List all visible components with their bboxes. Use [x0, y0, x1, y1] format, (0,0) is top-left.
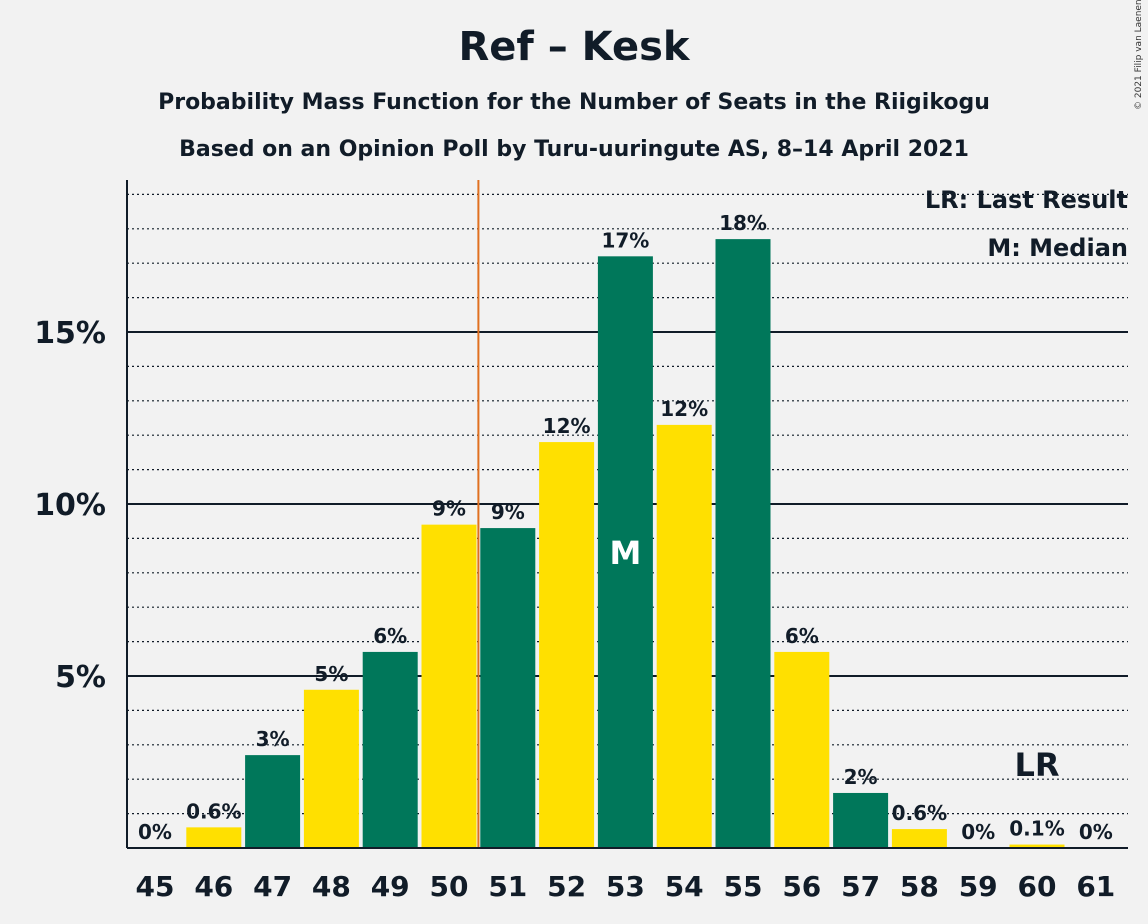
bar	[245, 755, 301, 848]
bar-value-label: 0%	[961, 820, 995, 844]
bar-value-label: 0.6%	[892, 801, 947, 825]
median-marker: M	[609, 534, 641, 572]
x-tick-label: 48	[312, 870, 351, 903]
bar	[186, 827, 242, 848]
legend-median: M: Median	[987, 234, 1128, 262]
x-tick-label: 57	[841, 870, 880, 903]
x-tick-label: 59	[959, 870, 998, 903]
x-tick-label: 56	[782, 870, 821, 903]
bar-value-label: 17%	[601, 228, 649, 252]
x-tick-label: 61	[1076, 870, 1115, 903]
x-tick-label: 58	[900, 870, 939, 903]
chart-title: Ref – Kesk	[458, 24, 690, 70]
bar-value-label: 12%	[543, 414, 591, 438]
x-tick-label: 47	[253, 870, 292, 903]
bar	[303, 689, 359, 848]
x-tick-label: 53	[606, 870, 645, 903]
bar-value-label: 12%	[660, 397, 708, 421]
bar	[362, 651, 418, 848]
bar-value-label: 6%	[785, 624, 819, 648]
x-tick-label: 46	[194, 870, 233, 903]
bar	[656, 424, 712, 848]
bar	[480, 528, 536, 848]
bar-value-label: 0%	[1079, 820, 1113, 844]
x-tick-label: 55	[724, 870, 763, 903]
bar	[539, 442, 595, 848]
bar-value-label: 0.1%	[1009, 817, 1064, 841]
bar-value-label: 9%	[432, 497, 466, 521]
y-tick-label: 5%	[55, 660, 106, 695]
x-tick-label: 54	[665, 870, 704, 903]
x-tick-label: 45	[136, 870, 175, 903]
bar	[891, 829, 947, 848]
bar	[715, 239, 771, 848]
chart-source: Based on an Opinion Poll by Turu-uuringu…	[179, 137, 969, 162]
bar-value-label: 18%	[719, 211, 767, 235]
bar-value-label: 0.6%	[186, 799, 241, 823]
legend-last-result: LR: Last Result	[924, 186, 1128, 214]
bar-value-label: 5%	[314, 662, 348, 686]
bar	[421, 524, 477, 848]
bar	[833, 792, 889, 848]
x-tick-label: 50	[430, 870, 469, 903]
x-tick-label: 49	[371, 870, 410, 903]
last-result-marker: LR	[1014, 746, 1059, 784]
x-tick-label: 51	[488, 870, 527, 903]
bar	[774, 651, 830, 848]
bar-value-label: 9%	[491, 500, 525, 524]
bar-value-label: 0%	[138, 820, 172, 844]
x-tick-label: 60	[1018, 870, 1057, 903]
bar-value-label: 6%	[373, 624, 407, 648]
y-tick-label: 10%	[34, 488, 106, 523]
y-tick-label: 15%	[34, 316, 106, 351]
bar-value-label: 2%	[844, 765, 878, 789]
bar-value-label: 3%	[256, 727, 290, 751]
chart-subtitle: Probability Mass Function for the Number…	[158, 90, 990, 115]
x-tick-label: 52	[547, 870, 586, 903]
bar	[597, 256, 653, 848]
